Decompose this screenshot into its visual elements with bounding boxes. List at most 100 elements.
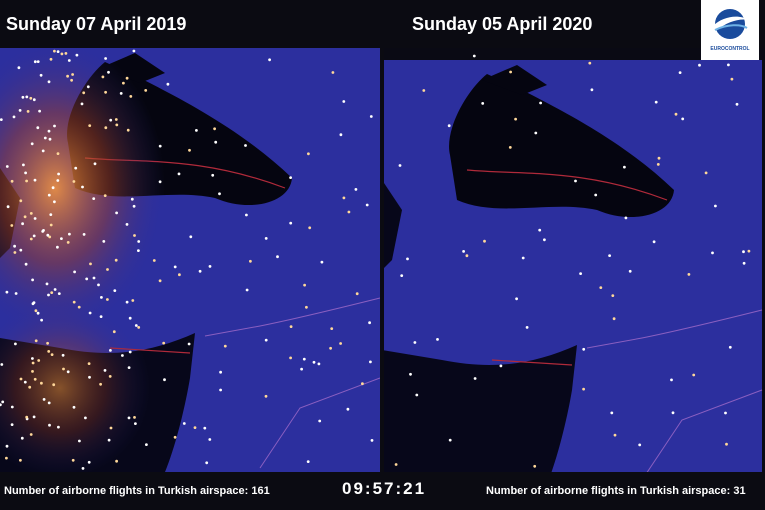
flight-dot <box>13 251 17 254</box>
flight-dot <box>114 258 118 262</box>
flight-dot <box>73 270 76 274</box>
flight-dot <box>539 101 542 105</box>
flight-dot <box>56 50 60 53</box>
flight-dot <box>56 179 60 182</box>
flight-dot <box>704 171 708 175</box>
flight-dot <box>137 249 140 253</box>
flight-dot <box>534 131 538 135</box>
flight-dot <box>29 96 33 100</box>
flight-dot <box>47 129 51 133</box>
flight-dot <box>317 362 321 366</box>
flight-dot <box>68 232 71 236</box>
flight-dot <box>692 373 696 377</box>
flight-dot <box>31 278 34 282</box>
flight-dot <box>19 248 23 252</box>
flight-dot <box>329 346 332 350</box>
flight-dot <box>26 110 30 113</box>
flight-dot <box>481 102 485 105</box>
flight-dot <box>106 268 109 271</box>
flight-dot <box>448 438 452 442</box>
flight-dot <box>657 156 661 160</box>
flight-dot <box>103 369 107 372</box>
flight-dot <box>33 377 37 381</box>
flight-dot <box>611 294 615 297</box>
flight-dot <box>268 58 271 62</box>
flight-dot <box>178 273 181 277</box>
flight-dot <box>342 100 346 103</box>
flight-dot <box>187 342 191 346</box>
flight-dot <box>163 378 166 382</box>
flight-dot <box>40 381 43 385</box>
flight-dot <box>6 205 10 209</box>
flight-dot <box>119 92 123 95</box>
flight-dot <box>66 241 70 244</box>
flight-dot <box>45 282 49 286</box>
flight-dot <box>48 423 51 427</box>
flight-dot <box>38 109 41 113</box>
flight-dot <box>678 71 682 74</box>
flight-dot <box>158 279 162 283</box>
flight-dot <box>125 300 129 304</box>
flight-dot <box>25 415 29 419</box>
flight-dot <box>594 193 598 197</box>
flight-dot <box>521 256 525 260</box>
flight-dot <box>72 180 76 183</box>
flight-dot <box>306 460 310 463</box>
flight-dot <box>525 326 529 329</box>
flight-dot <box>681 117 685 121</box>
flight-dot <box>370 439 374 442</box>
flight-dot <box>462 250 465 253</box>
flight-dot <box>47 350 51 353</box>
flight-dot <box>101 75 105 79</box>
flight-dot <box>66 370 70 374</box>
flight-dot <box>574 179 577 183</box>
flight-dot <box>599 286 603 289</box>
flight-dot <box>742 250 745 254</box>
clock: 09:57:21 <box>342 479 427 498</box>
flight-dot <box>538 228 542 232</box>
flight-dot <box>330 327 334 330</box>
flight-dot <box>104 90 107 94</box>
flight-dot <box>49 57 53 61</box>
flight-dot <box>193 426 197 429</box>
flight-dot <box>264 237 268 240</box>
flight-dot <box>406 257 409 261</box>
flight-dot <box>638 443 642 447</box>
flight-dot <box>727 63 730 67</box>
flight-dot <box>29 212 33 215</box>
flight-dot <box>308 226 312 230</box>
flight-dot <box>43 136 47 140</box>
flight-dot <box>25 179 28 183</box>
flight-dot <box>214 140 218 144</box>
flight-dot <box>198 269 202 273</box>
header-bar: Sunday 07 April 2019 Sunday 05 April 202… <box>0 0 765 48</box>
flight-dot <box>158 180 162 184</box>
flight-dot <box>20 436 24 440</box>
flight-dot <box>115 123 119 127</box>
flight-dot <box>177 172 181 176</box>
flight-dot <box>53 49 56 53</box>
flight-dot <box>36 126 40 130</box>
flight-dot <box>0 363 4 366</box>
flight-dot <box>70 78 73 82</box>
flight-dot <box>104 126 108 130</box>
flight-dot <box>84 416 87 420</box>
flight-dot <box>46 233 50 237</box>
flight-dot <box>508 146 512 149</box>
flight-dot <box>19 199 23 203</box>
flight-dot <box>10 405 14 409</box>
logo: EUROCONTROL <box>701 0 759 60</box>
flight-dot <box>543 238 546 242</box>
flight-dot <box>82 91 86 95</box>
flight-dot <box>14 342 17 346</box>
right-title: Sunday 05 April 2020 <box>412 14 593 34</box>
flight-dot <box>628 269 632 273</box>
flight-dot <box>42 229 45 232</box>
flight-dot <box>57 425 60 429</box>
flight-dot <box>465 254 469 258</box>
flight-dot <box>74 166 78 170</box>
flight-dot <box>590 88 594 92</box>
flight-dot <box>579 272 582 275</box>
flight-dot <box>730 77 734 81</box>
flight-dot <box>483 239 486 243</box>
